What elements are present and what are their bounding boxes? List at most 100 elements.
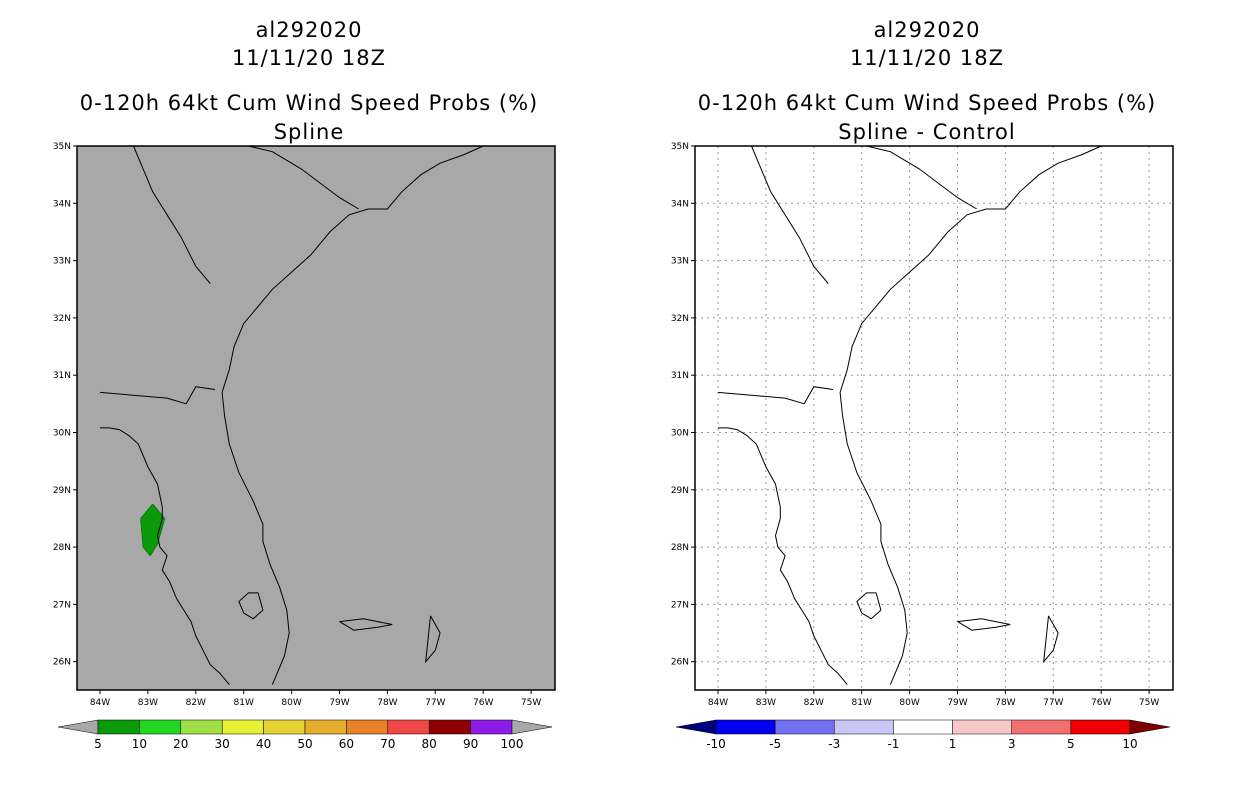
grand-bahama [339, 618, 393, 631]
probability-contour [140, 503, 166, 557]
right-map: 35N 34N 33N 32N 31N 30N 29N 28N 27N 26N 84W 83W 82W 8… [671, 142, 1174, 751]
colorbar-label: -10 [706, 737, 726, 751]
colorbar-segment [893, 719, 953, 735]
ga-sc-border [751, 145, 829, 284]
lat-label: 32N [671, 314, 689, 324]
storm-id-title: al292020 [255, 18, 363, 42]
lon-label: 81W [234, 698, 254, 708]
lon-label: 79W [947, 698, 967, 708]
colorbar-label: 90 [463, 737, 478, 751]
lat-label: 33N [671, 257, 689, 267]
lat-label: 32N [53, 314, 71, 324]
lon-label: 84W [708, 698, 728, 708]
colorbar-segment [1070, 719, 1131, 735]
colorbar-segment [139, 719, 182, 735]
colorbar-segment [774, 719, 835, 735]
lon-label: 78W [377, 698, 397, 708]
lon-label: 76W [1091, 698, 1111, 708]
lat-label: 33N [53, 257, 71, 267]
lat-label: 30N [671, 429, 689, 439]
colorbar-label: 70 [380, 737, 395, 751]
colorbar-label: 10 [132, 737, 147, 751]
colorbar-label: 100 [501, 737, 524, 751]
lon-label: 83W [756, 698, 776, 708]
colorbar-lower-arrow [675, 719, 717, 735]
lat-label: 35N [671, 142, 689, 152]
colorbar-segment [221, 719, 264, 735]
lon-label: 80W [899, 698, 919, 708]
abaco-island [425, 615, 441, 664]
lon-label: 82W [186, 698, 206, 708]
lat-label: 29N [53, 486, 71, 496]
lon-label: 77W [425, 698, 445, 708]
east-coastline [839, 145, 1102, 685]
lon-label: 84W [90, 698, 110, 708]
west-florida-coastline [718, 427, 848, 685]
map-area [695, 146, 1173, 690]
lon-label: 82W [804, 698, 824, 708]
lon-label: 81W [852, 698, 872, 708]
map-frame [694, 145, 1174, 691]
ga-sc-border [133, 145, 211, 284]
colorbar-segment [952, 719, 1012, 735]
lat-label: 31N [671, 371, 689, 381]
map-area [77, 146, 555, 690]
lat-label: 30N [53, 429, 71, 439]
lon-label: 80W [281, 698, 301, 708]
lat-label: 27N [671, 600, 689, 610]
colorbar-label: -5 [769, 737, 781, 751]
colorbar-label: 5 [94, 737, 102, 751]
lon-label: 76W [473, 698, 493, 708]
colorbar-label: 60 [339, 737, 354, 751]
east-coastline [221, 145, 484, 685]
lat-label: 29N [671, 486, 689, 496]
lat-label: 35N [53, 142, 71, 152]
colorbar-label: 10 [1122, 737, 1137, 751]
colorbar-segment [97, 719, 140, 735]
colorbar-label: -3 [828, 737, 840, 751]
lat-label: 34N [53, 199, 71, 209]
colorbar-label: 40 [256, 737, 271, 751]
left-map: 35N 34N 33N 32N 31N 30N 29N 28N 27N 26N 84W 83W 82W 8… [53, 142, 556, 751]
product-title: 0-120h 64kt Cum Wind Speed Probs (%) [697, 91, 1157, 115]
lat-label: 28N [53, 543, 71, 553]
colorbar-label: 30 [215, 737, 230, 751]
lon-label: 78W [995, 698, 1015, 708]
colorbar-segment [470, 719, 513, 735]
abaco-island [1043, 615, 1059, 664]
left-panel: al292020 11/11/20 18Z 0-120h 64kt Cum Wi… [53, 18, 556, 751]
colorbar-lower-arrow [57, 719, 99, 735]
date-title: 11/11/20 18Z [849, 46, 1005, 70]
colorbar-segment [834, 719, 894, 735]
colorbar-label: 50 [297, 737, 312, 751]
grand-bahama [957, 618, 1011, 631]
nc-sc-border [866, 145, 977, 210]
colorbar-segment [263, 719, 306, 735]
lat-label: 28N [671, 543, 689, 553]
lake-okeechobee [238, 592, 264, 620]
lon-label: 77W [1043, 698, 1063, 708]
subtitle: Spline [273, 120, 345, 144]
colorbar-segment [346, 719, 389, 735]
lat-label: 31N [53, 371, 71, 381]
colorbar-upper-arrow [511, 719, 553, 735]
subtitle: Spline - Control [838, 120, 1016, 144]
west-florida-coastline [100, 427, 230, 685]
colorbar-segment [304, 719, 347, 735]
lon-label: 83W [138, 698, 158, 708]
colorbar-segment [1011, 719, 1072, 735]
colorbar-segment [387, 719, 430, 735]
colorbar-label: 80 [422, 737, 437, 751]
lake-okeechobee [856, 592, 882, 620]
colorbar-label: 5 [1067, 737, 1075, 751]
colorbar-segment [180, 719, 223, 735]
colorbar-segment [428, 719, 471, 735]
map-frame [76, 145, 556, 691]
colorbar-label: -1 [887, 737, 899, 751]
right-panel: al292020 11/11/20 18Z 0-120h 64kt Cum Wi… [618, 0, 1236, 800]
lat-label: 27N [53, 600, 71, 610]
lon-label: 79W [329, 698, 349, 708]
ga-fl-border [717, 386, 834, 405]
colorbar-upper-arrow [1129, 719, 1171, 735]
colorbar-label: 20 [173, 737, 188, 751]
